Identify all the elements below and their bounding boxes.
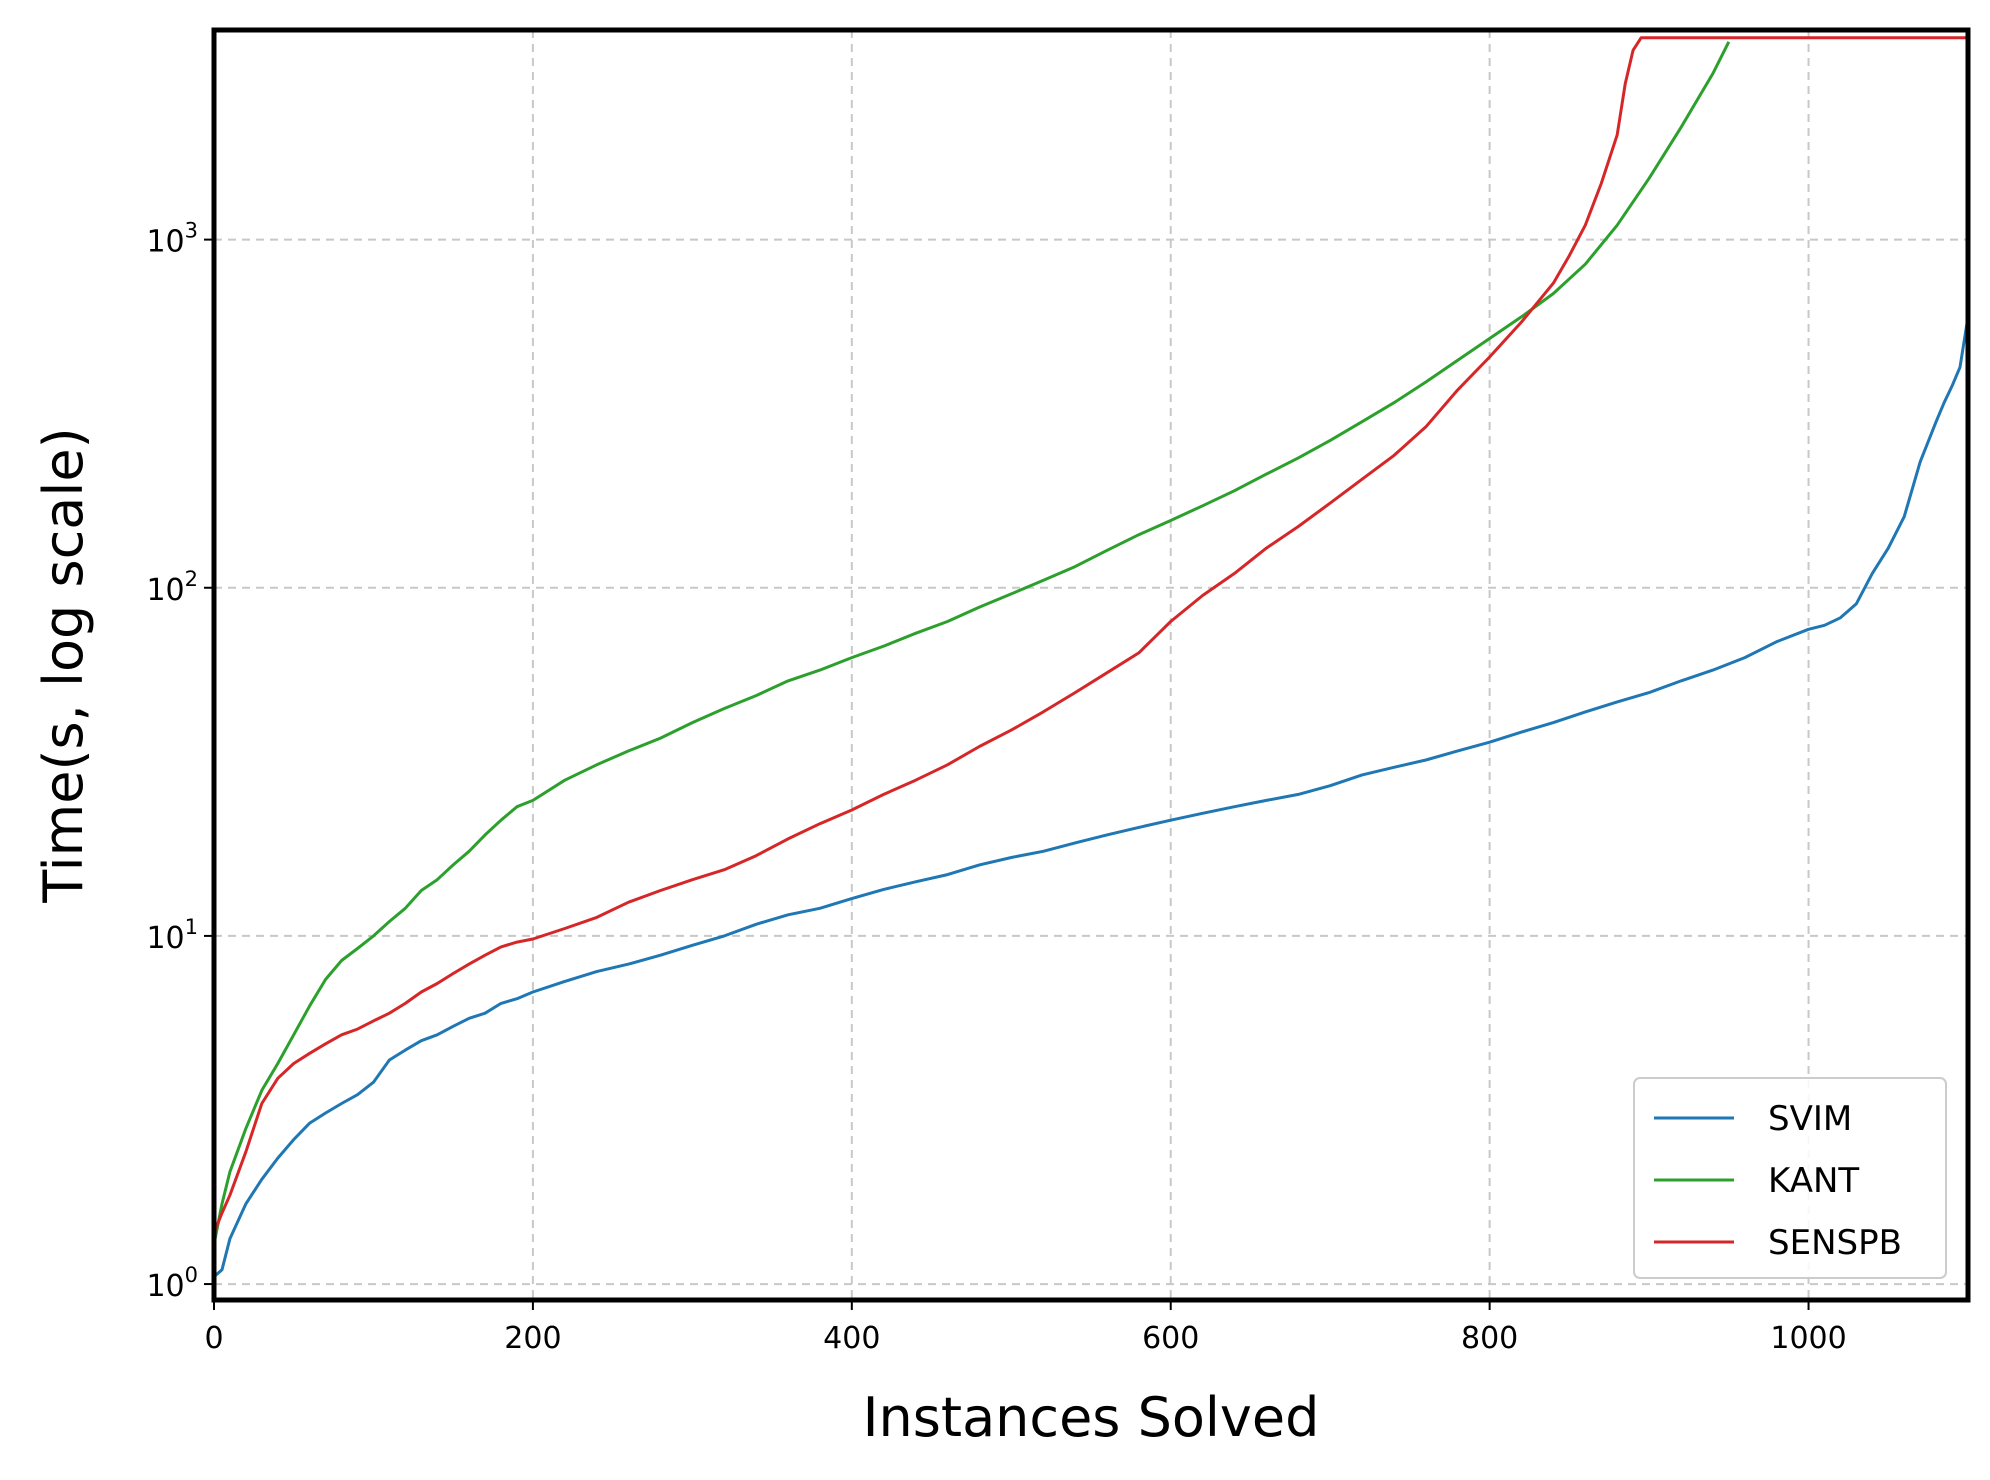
series-line-svim — [213, 316, 1970, 1278]
x-axis-label: Instances Solved — [863, 1386, 1320, 1449]
legend-label-senspb: SENSPB — [1768, 1223, 1902, 1263]
plot-frame — [211, 27, 1971, 1303]
legend-label-svim: SVIM — [1768, 1099, 1852, 1139]
y-tick-label: 103 — [146, 219, 198, 260]
legend: SVIM KANT SENSPB — [1633, 1077, 1947, 1279]
x-tick-label: 400 — [823, 1321, 880, 1356]
x-ticks: 0 200 400 600 800 1000 — [204, 1300, 1847, 1356]
x-tick-label: 200 — [504, 1321, 561, 1356]
y-ticks: 100 101 102 103 — [146, 219, 214, 1304]
y-axis-label: Time(s, log scale) — [32, 427, 95, 903]
series-line-senspb — [212, 36, 1968, 1234]
x-tick-label: 1000 — [1770, 1321, 1846, 1356]
grid-lines — [213, 30, 1968, 1300]
series-line-kant — [212, 41, 1731, 1245]
y-tick-label: 101 — [146, 915, 198, 956]
legend-box — [1633, 1077, 1947, 1279]
series-lines — [212, 36, 1970, 1278]
y-tick-label: 100 — [146, 1263, 198, 1304]
x-tick-label: 0 — [204, 1321, 223, 1356]
x-tick-label: 600 — [1142, 1321, 1199, 1356]
legend-label-kant: KANT — [1768, 1161, 1859, 1201]
y-tick-label: 102 — [146, 567, 198, 608]
x-tick-label: 800 — [1461, 1321, 1518, 1356]
